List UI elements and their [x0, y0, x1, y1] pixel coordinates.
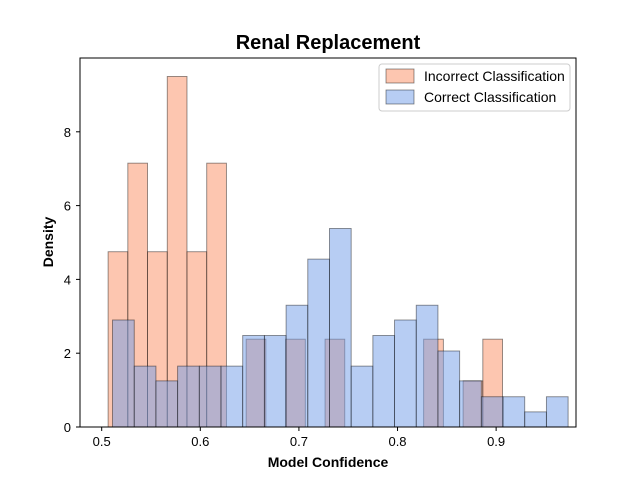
bar-correct-14 — [415, 304, 439, 428]
bar-correct-2 — [155, 380, 179, 428]
bar-correct-15 — [437, 350, 461, 428]
plot-frame — [79, 57, 577, 428]
legend: Incorrect Classification Correct Classif… — [378, 63, 571, 112]
bar-correct-5 — [220, 365, 244, 428]
bar-correct-0 — [112, 319, 135, 428]
legend-swatch-correct — [385, 89, 415, 105]
y-tick-label: 8 — [64, 125, 71, 140]
bar-correct-13 — [394, 319, 417, 428]
bar-correct-12 — [372, 335, 396, 428]
bar-correct-19 — [524, 411, 547, 428]
x-axis-label: Model Confidence — [268, 454, 389, 470]
legend-label-correct: Correct Classification — [424, 89, 556, 105]
bar-correct-6 — [242, 335, 265, 428]
bar-correct-11 — [350, 365, 374, 428]
x-tick-label: 0.8 — [388, 434, 406, 449]
bar-correct-7 — [263, 335, 287, 428]
correct-series-bars — [112, 228, 569, 428]
x-axis-ticks: 0.5 0.6 0.7 0.8 0.9 — [93, 427, 505, 449]
y-tick-label: 0 — [64, 420, 71, 435]
bar-correct-16 — [459, 380, 482, 428]
bar-correct-4 — [198, 365, 222, 428]
bar-correct-18 — [502, 396, 526, 428]
bar-correct-3 — [177, 365, 200, 428]
y-axis-label: Density — [40, 217, 56, 268]
y-tick-label: 6 — [64, 199, 71, 214]
y-axis-ticks: 0 2 4 6 8 — [64, 125, 80, 435]
x-tick-label: 0.7 — [290, 434, 308, 449]
bar-correct-9 — [307, 258, 330, 428]
legend-frame — [378, 63, 571, 112]
legend-label-incorrect: Incorrect Classification — [424, 68, 565, 84]
bar-correct-8 — [285, 304, 309, 428]
x-tick-label: 0.5 — [93, 434, 111, 449]
bar-correct-20 — [545, 396, 569, 428]
y-tick-label: 4 — [64, 272, 71, 287]
chart-title: Renal Replacement — [236, 32, 421, 54]
bar-correct-17 — [480, 396, 504, 428]
x-tick-label: 0.9 — [487, 434, 505, 449]
bar-correct-10 — [329, 228, 352, 428]
bar-correct-1 — [133, 365, 157, 428]
y-tick-label: 2 — [64, 346, 71, 361]
x-tick-label: 0.6 — [191, 434, 209, 449]
legend-swatch-incorrect — [385, 68, 415, 84]
